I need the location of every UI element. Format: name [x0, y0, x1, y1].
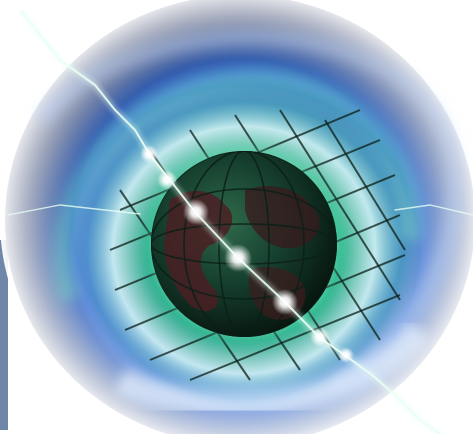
light-node [140, 145, 158, 163]
light-nodes [140, 145, 354, 363]
light-streak [7, 8, 473, 434]
light-node [272, 289, 298, 315]
light-node [338, 347, 354, 363]
land-mass [164, 190, 233, 312]
left-panel [0, 240, 8, 430]
light-node [183, 199, 209, 225]
globe [148, 148, 340, 340]
light-node [157, 170, 177, 190]
light-node [310, 327, 330, 347]
light-node [224, 244, 252, 272]
